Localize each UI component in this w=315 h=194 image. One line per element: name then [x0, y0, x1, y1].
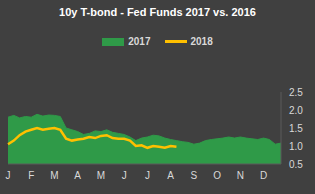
svg-text:1.0: 1.0	[289, 141, 303, 152]
html-text:2018: 2018	[190, 36, 213, 47]
svg-text:S: S	[191, 170, 198, 181]
svg-text:2.0: 2.0	[289, 105, 303, 116]
svg-text:2.5: 2.5	[289, 87, 303, 98]
svg-text:D: D	[260, 170, 267, 181]
svg-text:A: A	[167, 170, 174, 181]
svg-text:F: F	[28, 170, 34, 181]
svg-text:O: O	[213, 170, 221, 181]
html-text:10y T-bond - Fed Funds 2017 vs: 10y T-bond - Fed Funds 2017 vs. 2016	[59, 6, 256, 18]
svg-text:A: A	[74, 170, 81, 181]
svg-text:M: M	[50, 170, 58, 181]
svg-text:0.5: 0.5	[289, 159, 303, 170]
svg-text:M: M	[97, 170, 105, 181]
svg-text:N: N	[237, 170, 244, 181]
svg-text:J: J	[122, 170, 127, 181]
svg-text:1.5: 1.5	[289, 123, 303, 134]
svg-text:J: J	[145, 170, 150, 181]
html-text:2017: 2017	[128, 36, 151, 47]
svg-text:J: J	[8, 170, 11, 181]
